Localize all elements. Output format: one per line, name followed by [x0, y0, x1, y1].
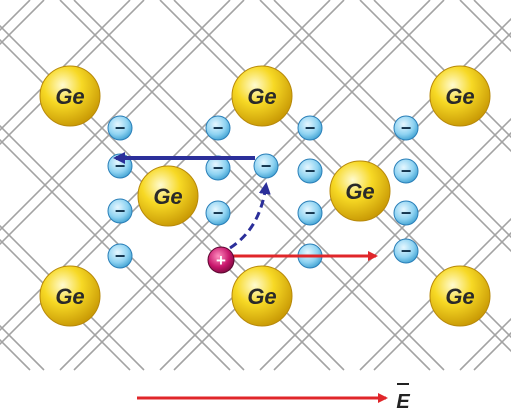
germanium-atom: Ge: [429, 65, 491, 127]
lattice-line: [0, 0, 231, 232]
field-label: E: [396, 391, 410, 413]
electron: −: [107, 243, 133, 269]
electron: −: [107, 198, 133, 224]
electron: −: [393, 200, 419, 226]
lattice-line: [0, 0, 131, 132]
germanium-atom: Ge: [231, 265, 293, 327]
electron-hop-path: [229, 182, 271, 250]
electron: −: [205, 115, 231, 141]
germanium-atom: Ge: [329, 160, 391, 222]
hole-symbol: +: [216, 251, 226, 270]
electron-symbol: −: [401, 161, 412, 181]
lattice-line: [259, 117, 511, 371]
germanium-atom: Ge: [137, 165, 199, 227]
electron: −: [205, 200, 231, 226]
electron-symbol: −: [115, 246, 126, 266]
electron-symbol: −: [401, 241, 412, 261]
lattice-line: [273, 131, 511, 371]
atom-label: Ge: [247, 84, 276, 109]
lattice-line: [0, 124, 245, 371]
germanium-atom: Ge: [429, 265, 491, 327]
electron: −: [393, 238, 419, 264]
lattice-line: [0, 0, 145, 146]
lattice-line: [0, 0, 245, 246]
electron-symbol: −: [115, 118, 126, 138]
electron-symbol: −: [261, 156, 272, 176]
lattice-line: [59, 0, 431, 371]
electron: −: [253, 153, 279, 179]
electron: −: [297, 200, 323, 226]
electron-symbol: −: [213, 158, 224, 178]
electron: −: [393, 158, 419, 184]
lattice-line: [359, 0, 511, 153]
electron-symbol: −: [115, 201, 126, 221]
electron: −: [297, 158, 323, 184]
atom-label: Ge: [345, 179, 374, 204]
germanium-atom: Ge: [39, 65, 101, 127]
electron-symbol: −: [213, 203, 224, 223]
electron-symbol: −: [115, 156, 126, 176]
lattice-line: [359, 217, 511, 371]
atom-label: Ge: [55, 84, 84, 109]
electron: −: [393, 115, 419, 141]
electric-field-indicator: E: [137, 383, 410, 413]
electron-symbol: −: [401, 118, 412, 138]
atom-label: Ge: [445, 84, 474, 109]
atom-label: Ge: [55, 284, 84, 309]
atom-label: Ge: [247, 284, 276, 309]
electron-symbol: −: [305, 161, 316, 181]
electron-symbol: −: [305, 203, 316, 223]
germanium-atom: Ge: [39, 265, 101, 327]
electron-symbol: −: [305, 118, 316, 138]
atoms-group: Ge Ge Ge Ge Ge Ge Ge Ge: [39, 65, 491, 327]
lattice-line: [0, 324, 45, 371]
electron: −: [107, 115, 133, 141]
atom-label: Ge: [153, 184, 182, 209]
germanium-atom: Ge: [231, 65, 293, 127]
electron-symbol: −: [401, 203, 412, 223]
lattice-line: [373, 0, 511, 139]
atom-label: Ge: [445, 284, 474, 309]
electron-symbol: −: [213, 118, 224, 138]
lattice-line: [0, 0, 45, 46]
electron: −: [297, 115, 323, 141]
hole: +: [207, 246, 235, 274]
